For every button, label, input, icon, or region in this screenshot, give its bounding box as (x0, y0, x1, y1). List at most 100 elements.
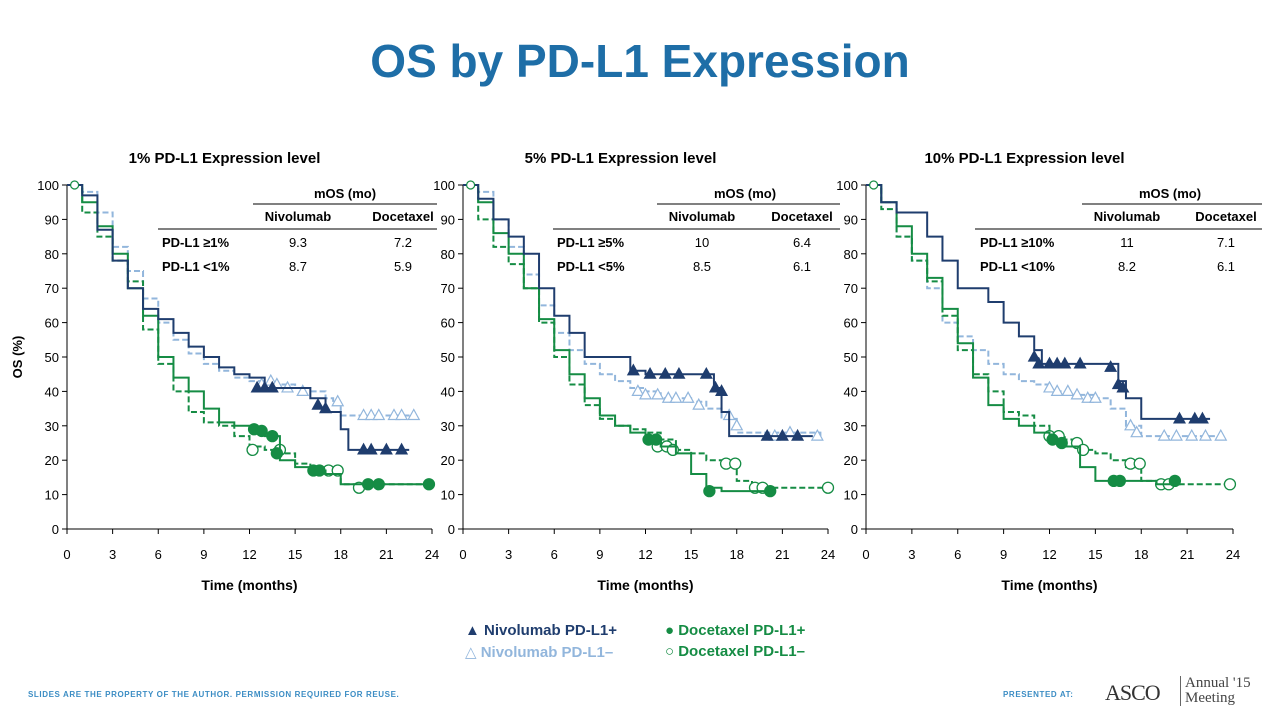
censor-mark-nivo_pos (699, 366, 713, 379)
censor-mark-doce_pos (649, 433, 663, 446)
censor-mark-nivo_pos (643, 366, 657, 379)
y-tick-label: 10 (45, 488, 59, 503)
footer-disclaimer: SLIDES ARE THE PROPERTY OF THE AUTHOR. P… (28, 690, 400, 699)
x-tick-label: 6 (954, 547, 961, 562)
censor-mark-nivo_pos (1172, 411, 1186, 424)
censor-mark-doce_pos (372, 478, 385, 491)
censor-mark-nivo_neg (1088, 391, 1102, 403)
x-tick-label: 3 (505, 547, 512, 562)
y-axis-label: OS (%) (10, 336, 25, 379)
y-tick-label: 90 (844, 212, 858, 227)
censor-mark-nivo_neg (1042, 380, 1057, 393)
censor-mark-nivo_pos (791, 428, 805, 441)
censor-mark-nivo_neg (357, 408, 371, 421)
censor-mark-nivo_pos (1188, 411, 1202, 424)
x-tick-label: 15 (684, 547, 698, 562)
x-tick-label: 9 (200, 547, 207, 562)
y-tick-label: 10 (441, 488, 455, 503)
censor-mark-nivo_neg (1169, 428, 1183, 441)
censor-mark-nivo_pos (357, 442, 371, 455)
y-tick-label: 10 (844, 488, 858, 503)
censor-mark-nivo_neg (810, 428, 824, 441)
mos-row-nivolumab: 8.2 (1118, 259, 1136, 274)
asco-logo: ASCO (1105, 680, 1161, 705)
mos-col-nivolumab: Nivolumab (265, 209, 332, 224)
y-tick-label: 100 (37, 178, 59, 193)
mos-row-docetaxel: 6.1 (1217, 259, 1235, 274)
legend-nivolumab-neg-label: △ Nivolumab PD-L1– (465, 644, 614, 661)
x-axis-label: Time (months) (597, 577, 693, 593)
mos-row-docetaxel: 5.9 (394, 259, 412, 274)
km-panel-2: 5% PD-L1 Expression level010203040506070… (433, 150, 840, 593)
series-line-doce_neg (67, 184, 432, 486)
mos-col-nivolumab: Nivolumab (1094, 209, 1161, 224)
censor-mark-nivo_pos (775, 428, 789, 441)
censor-mark-nivo_neg (296, 384, 310, 396)
x-tick-label: 18 (334, 547, 348, 562)
y-tick-label: 80 (844, 247, 858, 262)
censor-mark-nivo_pos (311, 397, 325, 410)
x-tick-label: 18 (730, 547, 744, 562)
censor-mark-start (869, 180, 879, 190)
legend-nivolumab-pos-label: ▲ Nivolumab PD-L1+ (465, 622, 617, 639)
censor-mark-nivo_neg (1124, 418, 1138, 431)
censor-mark-doce_pos (266, 429, 279, 443)
censor-mark-doce_pos (764, 485, 777, 498)
censor-mark-nivo_pos (1116, 380, 1130, 393)
censor-mark-nivo_pos (1032, 356, 1046, 369)
censor-mark-nivo_pos (395, 442, 409, 455)
censor-mark-nivo_neg (638, 387, 653, 400)
mos-col-docetaxel: Docetaxel (1195, 209, 1256, 224)
x-tick-label: 6 (155, 547, 162, 562)
censor-mark-doce_neg (246, 443, 259, 457)
annual-meeting-logo: Annual '15 Meeting (1180, 676, 1251, 706)
mos-col-docetaxel: Docetaxel (372, 209, 433, 224)
y-tick-label: 70 (844, 281, 858, 296)
censor-mark-nivo_neg (651, 387, 665, 400)
mos-row-label: PD-L1 ≥1% (162, 235, 230, 250)
mos-row-label: PD-L1 ≥5% (557, 235, 625, 250)
y-tick-label: 30 (45, 419, 59, 434)
censor-mark-nivo_neg (407, 408, 421, 421)
censor-mark-nivo_pos (1042, 356, 1057, 369)
mos-row-label: PD-L1 ≥10% (980, 235, 1055, 250)
censor-mark-nivo_neg (1050, 384, 1064, 396)
y-tick-label: 100 (836, 178, 858, 193)
censor-mark-nivo_neg (1157, 428, 1171, 441)
censor-mark-doce_neg (1133, 457, 1146, 470)
annual-meeting-line1: Annual '15 (1185, 675, 1251, 691)
mos-row-docetaxel: 6.4 (793, 235, 811, 250)
x-tick-label: 18 (1134, 547, 1148, 562)
y-tick-label: 20 (441, 453, 455, 468)
censor-mark-nivo_neg (669, 391, 683, 403)
x-tick-label: 12 (242, 547, 256, 562)
censor-mark-nivo_neg (681, 391, 695, 403)
y-tick-label: 50 (45, 350, 59, 365)
x-tick-label: 15 (288, 547, 302, 562)
panel-title: 1% PD-L1 Expression level (129, 150, 321, 167)
legend-docetaxel-pos-label: ● Docetaxel PD-L1+ (665, 622, 806, 639)
mos-col-nivolumab: Nivolumab (669, 209, 736, 224)
x-tick-label: 0 (862, 547, 869, 562)
censor-mark-doce_pos (270, 447, 284, 460)
censor-mark-nivo_neg (730, 418, 744, 431)
censor-mark-nivo_neg (331, 394, 345, 407)
censor-mark-doce_neg (1223, 478, 1237, 491)
footer-presented-at: PRESENTED AT: (1003, 690, 1074, 699)
censor-mark-nivo_neg (661, 391, 675, 403)
series-line-doce_neg (866, 184, 1233, 486)
y-tick-label: 30 (844, 419, 858, 434)
censor-mark-nivo_neg (692, 397, 706, 410)
x-tick-label: 9 (1000, 547, 1007, 562)
x-tick-label: 15 (1088, 547, 1102, 562)
y-tick-label: 0 (448, 522, 455, 537)
y-tick-label: 40 (441, 384, 455, 399)
y-tick-label: 90 (441, 212, 455, 227)
x-tick-label: 24 (821, 547, 835, 562)
censor-mark-doce_pos (1113, 474, 1126, 487)
mos-row-label: PD-L1 <5% (557, 259, 625, 274)
censor-mark-nivo_pos (364, 442, 378, 455)
censor-mark-start (466, 180, 476, 190)
legend-docetaxel-neg: ○ Docetaxel PD-L1– (665, 643, 805, 660)
censor-mark-nivo_pos (1195, 411, 1209, 424)
